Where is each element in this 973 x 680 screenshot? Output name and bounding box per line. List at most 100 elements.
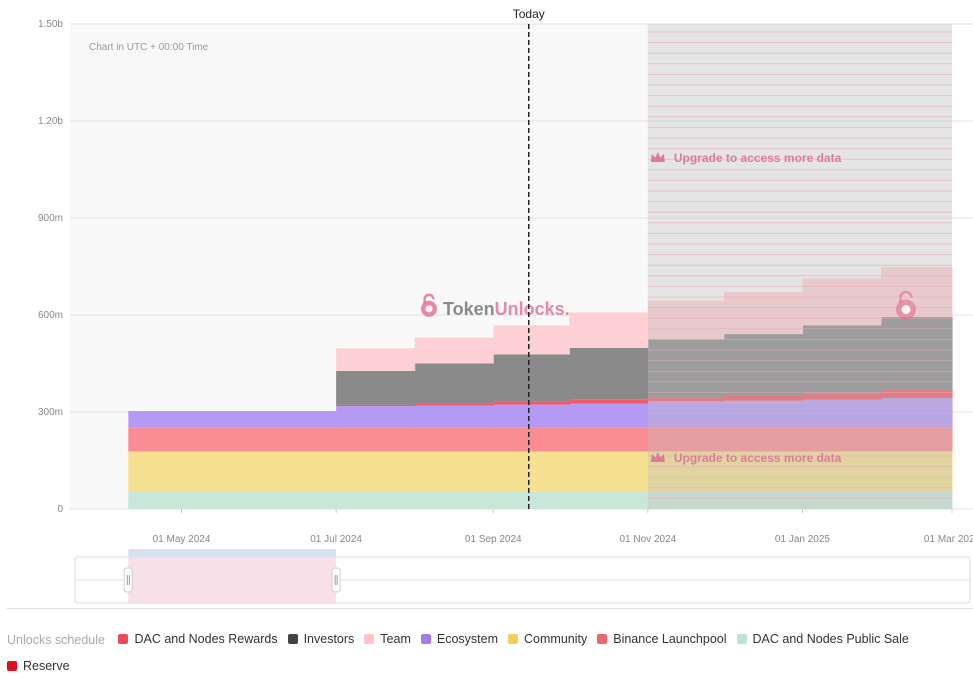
y-tick-label: 1.20b (38, 116, 63, 127)
x-tick-label: 01 Jul 2024 (310, 534, 362, 545)
watermark-lock-icon-secondary (896, 290, 916, 320)
area-segment (723, 395, 803, 401)
legend-swatch (736, 634, 747, 644)
upgrade-text[interactable]: Upgrade to access more data (674, 151, 842, 165)
upgrade-overlay[interactable]: Upgrade to access more data Upgrade to ac… (647, 24, 952, 509)
legend-label: Team (380, 632, 411, 646)
lock-hole (425, 305, 433, 313)
legend-swatch (287, 634, 298, 644)
area-segment (336, 427, 416, 452)
area-segment (128, 411, 337, 428)
area-segment (647, 300, 725, 340)
legend-label: Binance Launchpool (613, 632, 727, 646)
area-segment (414, 363, 494, 404)
area-segment (128, 451, 337, 492)
watermark-brand-a: Token (443, 299, 495, 319)
area-segment (569, 312, 649, 348)
legend-item[interactable]: Investors (287, 626, 354, 652)
area-segment (128, 427, 337, 452)
legend: Unlocks schedule DAC and Nodes Rewards In… (7, 626, 967, 680)
locked-stripes (647, 31, 952, 499)
legend-item[interactable]: Reserve (7, 653, 70, 679)
x-tick-label: 01 Nov 2024 (620, 534, 677, 545)
area-segment (802, 427, 882, 452)
range-navigator[interactable] (74, 549, 971, 604)
area-segment (569, 451, 649, 492)
area-segment (493, 427, 570, 452)
series-binance-launchpool (128, 427, 953, 452)
area-segment (802, 451, 882, 492)
legend-divider (7, 608, 973, 609)
upgrade-prompt[interactable]: Upgrade to access more data (650, 151, 842, 165)
lock-shackle (899, 290, 913, 303)
area-segment (493, 325, 570, 355)
series-team (336, 266, 953, 371)
area-segment (336, 491, 416, 509)
area-segment (336, 348, 416, 371)
y-tick-label: 1.50b (38, 19, 63, 30)
navigator-handle-left[interactable] (123, 567, 133, 593)
area-segment (647, 427, 725, 452)
navigator-selection[interactable] (128, 557, 337, 603)
navigator-scrollbar[interactable] (128, 549, 337, 557)
x-axis: 01 May 2024 01 Jul 2024 01 Sep 2024 01 Nov … (153, 509, 973, 545)
legend-label: Community (524, 632, 588, 646)
x-tick-label: 01 Jan 2025 (775, 534, 830, 545)
navigator-handle-right[interactable] (331, 567, 341, 593)
crown-icon (650, 452, 665, 462)
x-tick-label: 01 Mar 2025 (924, 534, 973, 545)
watermark-lock-icon (421, 293, 437, 317)
area-segment (336, 406, 416, 428)
area-segment (723, 334, 803, 396)
today-label: Today (513, 7, 545, 21)
legend-item[interactable]: DAC and Nodes Rewards (118, 626, 278, 652)
handle-body[interactable] (123, 567, 133, 593)
watermark-dot: . (565, 299, 570, 319)
legend-item[interactable]: Binance Launchpool (597, 626, 727, 652)
upgrade-prompt[interactable]: Upgrade to access more data (650, 451, 842, 465)
area-segment (881, 491, 953, 509)
watermark-brand-b: Unlocks (495, 299, 565, 319)
area-segment (569, 427, 649, 452)
area-segment (647, 491, 725, 509)
area-segment (493, 401, 570, 405)
area-segment (336, 451, 416, 492)
legend-item[interactable]: Ecosystem (420, 626, 499, 652)
legend-label: Ecosystem (436, 632, 499, 646)
area-segment (723, 292, 803, 335)
area-segment (336, 370, 416, 405)
area-segment (128, 491, 337, 509)
handle-body[interactable] (331, 567, 341, 593)
area-segment (569, 403, 649, 428)
area-segment (647, 397, 725, 402)
y-tick-label: 0 (57, 504, 63, 515)
legend-item[interactable]: Community (508, 626, 587, 652)
area-segment (647, 401, 725, 428)
watermark-text: TokenUnlocks. (443, 299, 570, 319)
locked-region (647, 24, 952, 509)
legend-title: Unlocks schedule (7, 633, 105, 647)
area-segment (493, 404, 570, 428)
legend-label: Reserve (23, 659, 70, 673)
series-community (128, 451, 953, 492)
area-segment (414, 405, 494, 428)
tokenunlocks-watermark: TokenUnlocks. (421, 290, 916, 320)
today-marker: Today (513, 7, 545, 509)
y-tick-label: 600m (38, 310, 63, 321)
upgrade-text[interactable]: Upgrade to access more data (674, 451, 842, 465)
area-segment (493, 491, 570, 509)
chart-time-note: Chart in UTC + 00:00 Time (89, 42, 209, 53)
legend-swatch (597, 634, 608, 644)
area-segment (414, 403, 494, 406)
legend-label: DAC and Nodes Rewards (134, 632, 278, 646)
unlock-schedule-chart: 0 300m 600m 900m 1.20b 1.50b Chart in UTC + 0… (38, 7, 973, 604)
y-tick-label: 300m (38, 407, 63, 418)
legend-item[interactable]: DAC and Nodes Public Sale (736, 626, 909, 652)
legend-swatch (420, 634, 431, 644)
lock-shackle (423, 293, 435, 304)
area-segment (881, 389, 953, 399)
area-segment (569, 491, 649, 509)
area-segment (723, 451, 803, 492)
area-segment (802, 491, 882, 509)
legend-item[interactable]: Team (364, 626, 411, 652)
